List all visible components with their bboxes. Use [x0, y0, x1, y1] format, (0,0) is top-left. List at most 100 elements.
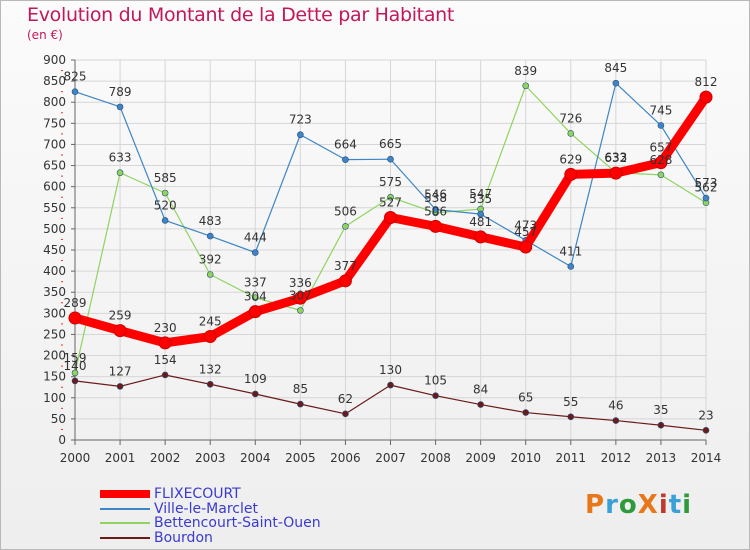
data-point: [654, 156, 668, 170]
data-point: [297, 131, 304, 139]
axes: 0 50 100 150 200 250 300 350 400 450 500 550 600 650 7…: [43, 53, 721, 465]
data-label: 337: [244, 276, 267, 290]
x-tick-label: 2011: [556, 451, 587, 465]
logo-letter: P: [585, 490, 606, 520]
data-label: 726: [559, 111, 582, 125]
data-label: 481: [469, 215, 492, 229]
data-label: 633: [604, 151, 627, 165]
data-label: 85: [293, 382, 308, 396]
data-point: [342, 156, 349, 163]
data-point: [161, 189, 169, 197]
data-point: [161, 217, 169, 224]
y-tick-label: 650: [43, 159, 66, 173]
data-label: 575: [379, 175, 402, 189]
y-tick-label: 0: [58, 433, 66, 447]
data-point: [699, 90, 713, 104]
y-tick-label: 250: [43, 327, 66, 341]
x-tick-label: 2005: [285, 451, 316, 465]
logo-letter: r: [605, 490, 619, 520]
data-label: 506: [424, 204, 447, 218]
y-tick-label: 800: [43, 95, 66, 109]
data-point: [522, 409, 530, 416]
data-label: 130: [379, 363, 402, 377]
y-tick-label: 450: [43, 243, 66, 257]
y-tick-label: 200: [43, 349, 66, 363]
y-tick-label: 400: [43, 264, 66, 278]
data-point: [477, 210, 484, 218]
data-label: 55: [563, 395, 578, 409]
data-point: [116, 169, 124, 177]
data-point: [251, 390, 259, 398]
logo-letter: i: [682, 490, 693, 520]
data-label: 506: [334, 204, 357, 218]
data-label: 473: [514, 218, 537, 232]
legend-swatch: [100, 522, 150, 524]
data-point: [477, 401, 484, 408]
data-label: 35: [653, 403, 668, 417]
y-tick-label: 50: [51, 412, 66, 426]
data-point: [206, 232, 214, 240]
y-tick-label: 700: [43, 137, 66, 151]
data-label: 629: [559, 152, 582, 166]
data-label: 230: [154, 321, 177, 335]
legend-label: Bourdon: [154, 530, 213, 546]
data-point: [612, 79, 620, 87]
data-label: 411: [559, 244, 582, 258]
y-tick-label: 900: [43, 53, 66, 67]
data-label: 633: [109, 151, 132, 165]
legend-swatch: [100, 490, 150, 498]
y-tick-label: 500: [43, 222, 66, 236]
legend-item-bourdon: Bourdon: [100, 530, 213, 546]
data-label: 585: [154, 171, 177, 185]
data-point: [702, 426, 710, 434]
legend-item-bettencourt-saint-ouen: Bettencourt-Saint-Ouen: [100, 515, 321, 531]
data-point: [387, 381, 394, 389]
data-label: 392: [199, 252, 222, 266]
data-point: [297, 307, 304, 314]
data-label: 562: [695, 181, 718, 195]
data-label: 259: [109, 309, 132, 323]
data-point: [116, 103, 124, 111]
data-point: [338, 274, 352, 288]
legend-label: Bettencourt-Saint-Ouen: [154, 515, 321, 531]
data-point: [567, 130, 575, 137]
data-point: [116, 383, 124, 390]
data-point: [564, 167, 578, 181]
x-tick-label: 2013: [646, 451, 677, 465]
data-label: 105: [424, 374, 447, 388]
y-tick-label: 100: [43, 391, 66, 405]
data-point: [71, 369, 79, 377]
x-tick-label: 2007: [375, 451, 406, 465]
logo-letter: t: [668, 490, 683, 520]
data-point: [203, 330, 217, 344]
data-label: 377: [334, 259, 357, 273]
chart-unit-label: (en €): [27, 28, 63, 42]
data-point: [567, 263, 575, 270]
series-lines: [68, 79, 713, 434]
data-label: 745: [649, 103, 672, 117]
data-point: [251, 249, 259, 256]
data-label: 483: [199, 214, 222, 228]
data-point: [429, 219, 443, 233]
x-tick-label: 2004: [240, 451, 271, 465]
data-label: 825: [64, 70, 87, 84]
data-point: [161, 371, 169, 379]
data-label: 109: [244, 372, 267, 386]
data-label: 444: [244, 231, 267, 245]
data-label: 664: [334, 138, 357, 152]
data-label: 812: [695, 75, 718, 89]
data-label: 457: [514, 225, 537, 239]
data-point: [297, 400, 304, 408]
data-point: [474, 230, 488, 244]
proxiti-logo: ProXiti: [585, 490, 692, 520]
y-tick-label: 600: [43, 180, 66, 194]
legend-label: Ville-le-Marclet: [154, 501, 258, 517]
data-point: [158, 336, 172, 350]
data-label: 62: [338, 392, 353, 406]
data-label: 789: [109, 85, 132, 99]
y-tick-label: 150: [43, 370, 66, 384]
data-point: [342, 223, 349, 230]
x-tick-label: 2012: [601, 451, 632, 465]
data-label: 46: [608, 399, 623, 413]
